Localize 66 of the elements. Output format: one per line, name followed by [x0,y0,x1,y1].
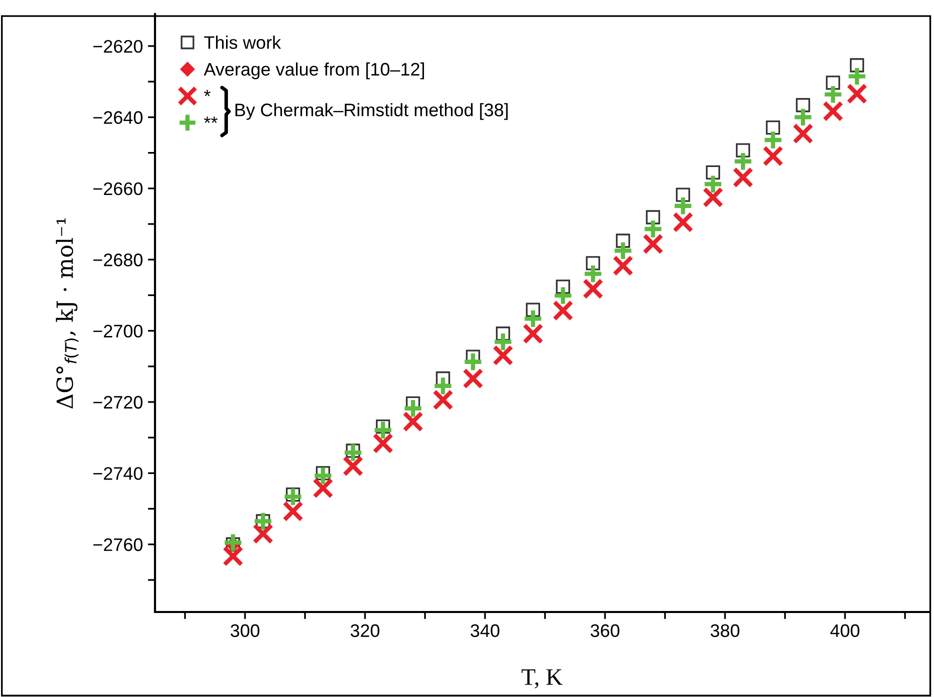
x-axis-title: T, K [522,669,563,688]
y-tick-label: −2680 [93,254,142,266]
point [762,146,784,166]
point [526,302,540,317]
x-tick-label: 320 [350,624,380,638]
x-tick-label: 360 [590,624,620,638]
point [762,130,784,150]
point [582,278,604,300]
point [822,100,844,122]
point [642,234,664,254]
y-tick-label: −2660 [93,182,142,196]
y-tick-label: −2720 [93,396,142,409]
legend-label: Average value from [10–12] [204,62,424,80]
point [792,123,814,144]
point [586,256,600,270]
point [252,523,274,544]
point [676,188,690,202]
point [616,234,630,248]
point [822,84,844,105]
point [432,389,454,410]
point [462,351,484,372]
point [402,411,424,432]
point [312,478,334,499]
point [646,210,660,224]
point [432,376,454,396]
point [492,344,514,366]
point [642,218,664,240]
x-tick-label: 340 [470,624,500,638]
point [732,166,754,188]
legend-label: ** [204,116,218,123]
y-tick-label: −2760 [93,538,142,552]
point [222,546,244,567]
point [286,487,300,502]
point [252,510,274,532]
point [552,300,574,321]
y-axis-title: ΔG°$_{f(T)}$, kJ · mol⁻¹ [56,218,79,409]
point [552,285,574,306]
point [522,323,544,344]
point [702,186,724,208]
point [342,456,364,476]
point [342,442,364,463]
point [282,500,304,522]
point [736,143,750,158]
point [706,165,720,180]
legend-label: * [204,90,210,96]
point [376,419,390,434]
y-tick-label: −2620 [93,40,142,53]
point [826,76,840,90]
x-tick-label: 400 [830,624,860,638]
point [766,120,780,135]
point [850,58,864,72]
point [796,98,810,112]
y-tick-label: −2700 [93,324,142,338]
point [556,280,570,294]
point [372,432,394,454]
point [672,212,694,233]
y-tick-label: −2740 [93,467,142,480]
point [462,368,484,389]
y-tick-label: −2640 [93,111,142,124]
point [496,326,510,341]
annotation: By Chermak–Rimstidt method [38] [235,103,508,120]
point [612,255,634,276]
x-tick-label: 380 [710,624,740,638]
x-tick-label: 300 [230,624,260,638]
legend-label: This work [204,36,282,49]
point [846,83,868,104]
